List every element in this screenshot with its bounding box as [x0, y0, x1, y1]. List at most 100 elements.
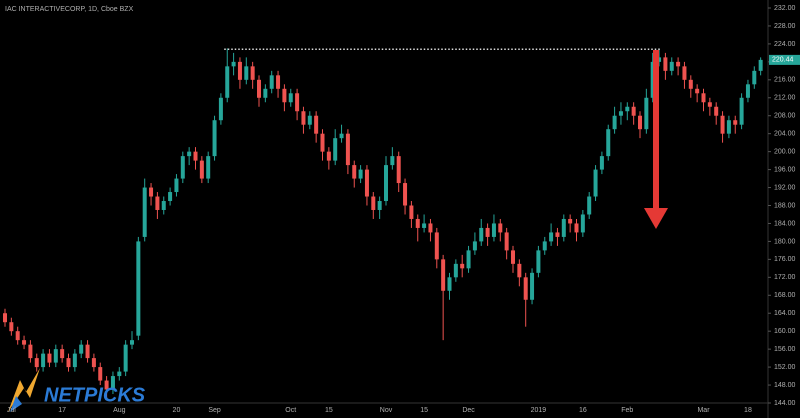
y-tick-label: 224.00: [774, 41, 796, 48]
candle-body: [441, 259, 446, 291]
candle-body: [66, 358, 71, 368]
x-tick-label: Aug: [113, 407, 126, 414]
x-tick-label: 15: [420, 407, 428, 414]
candle-body: [276, 75, 281, 89]
candle-body: [130, 340, 134, 345]
candle-body: [9, 322, 14, 332]
candle-body: [345, 133, 350, 166]
y-tick-label: 208.00: [774, 113, 796, 120]
y-tick-label: 180.00: [774, 238, 796, 245]
candle-body: [758, 59, 763, 71]
candle-body: [3, 313, 7, 323]
candle-body: [720, 115, 725, 134]
candle-body: [403, 183, 408, 206]
candle-body: [358, 169, 363, 179]
candle-body: [377, 201, 382, 210]
candle-body: [701, 93, 706, 103]
candle-body: [682, 66, 687, 80]
candle-body: [574, 223, 579, 233]
y-tick-label: 148.00: [774, 382, 796, 389]
candle-body: [568, 218, 573, 224]
candle-body: [625, 106, 630, 112]
candle-body: [555, 232, 560, 237]
candle-body: [638, 115, 642, 130]
candle-body: [72, 353, 77, 368]
candle-body: [714, 106, 719, 116]
y-tick-label: 204.00: [774, 131, 796, 138]
candle-body: [536, 250, 541, 273]
candle-body: [320, 133, 325, 152]
y-tick-label: 172.00: [774, 274, 796, 281]
candle-body: [193, 151, 198, 161]
candle-body: [212, 120, 217, 157]
candle-body: [53, 349, 58, 363]
candle-body: [517, 263, 522, 278]
candle-body: [136, 241, 141, 336]
candle-body: [523, 277, 528, 300]
candle-body: [396, 156, 401, 184]
candle-body: [149, 187, 154, 197]
candle-body: [326, 151, 331, 161]
candle-body: [314, 115, 319, 134]
candle-body: [561, 218, 566, 237]
candle-body: [250, 66, 255, 80]
candle-body: [237, 61, 242, 80]
y-tick-label: 164.00: [774, 310, 796, 317]
y-tick-label: 212.00: [774, 95, 796, 102]
x-tick-label: 15: [325, 407, 333, 414]
candle-body: [60, 349, 65, 359]
candle-body: [301, 111, 306, 125]
candle-body: [142, 187, 147, 237]
logo-icon: [10, 396, 22, 412]
candle-body: [123, 344, 128, 372]
candle-body: [390, 156, 395, 166]
last-price-box: [769, 54, 800, 65]
x-tick-label: 20: [173, 407, 181, 414]
candle-body: [631, 106, 636, 116]
candle-body: [606, 129, 611, 157]
candle-body: [599, 156, 604, 170]
candle-body: [22, 340, 27, 345]
candle-body: [206, 156, 211, 179]
candle-body: [282, 88, 287, 103]
candle-body: [657, 57, 662, 62]
candle-body: [98, 367, 103, 381]
candle-body: [384, 165, 388, 202]
candle-body: [41, 353, 46, 368]
candle-body: [669, 61, 674, 71]
candle-body: [422, 223, 427, 228]
candle-body: [218, 97, 223, 121]
candle-body: [257, 79, 261, 98]
candle-body: [415, 218, 420, 228]
y-tick-label: 196.00: [774, 166, 796, 173]
candle-body: [650, 61, 655, 98]
plot: [3, 48, 763, 399]
chart-title: IAC INTERACTIVECORP, 1D, Cboe BZX: [5, 6, 134, 13]
candle-body: [180, 156, 185, 179]
y-tick-label: 156.00: [774, 346, 796, 353]
candle-body: [511, 250, 515, 264]
y-tick-label: 232.00: [774, 5, 796, 12]
y-tick-label: 184.00: [774, 220, 796, 227]
candle-body: [288, 93, 293, 103]
candle-body: [479, 227, 484, 242]
candle-body: [612, 115, 617, 130]
candle-body: [472, 241, 477, 251]
x-tick-label: 16: [579, 407, 587, 414]
candle-body: [85, 344, 90, 359]
logo-text: NETPICKS: [44, 384, 146, 406]
candle-body: [676, 61, 681, 67]
candle-body: [364, 169, 369, 197]
x-tick-label: 18: [744, 407, 752, 414]
candle-body: [161, 201, 166, 210]
y-tick-label: 152.00: [774, 364, 796, 371]
candle-body: [428, 223, 433, 233]
last-price-label: 220.44: [772, 57, 794, 64]
candle-body: [269, 75, 274, 89]
arrow-head: [644, 208, 668, 229]
y-tick-label: 188.00: [774, 202, 796, 209]
candle-body: [739, 97, 744, 125]
candle-body: [453, 263, 458, 278]
candle-body: [688, 79, 693, 89]
